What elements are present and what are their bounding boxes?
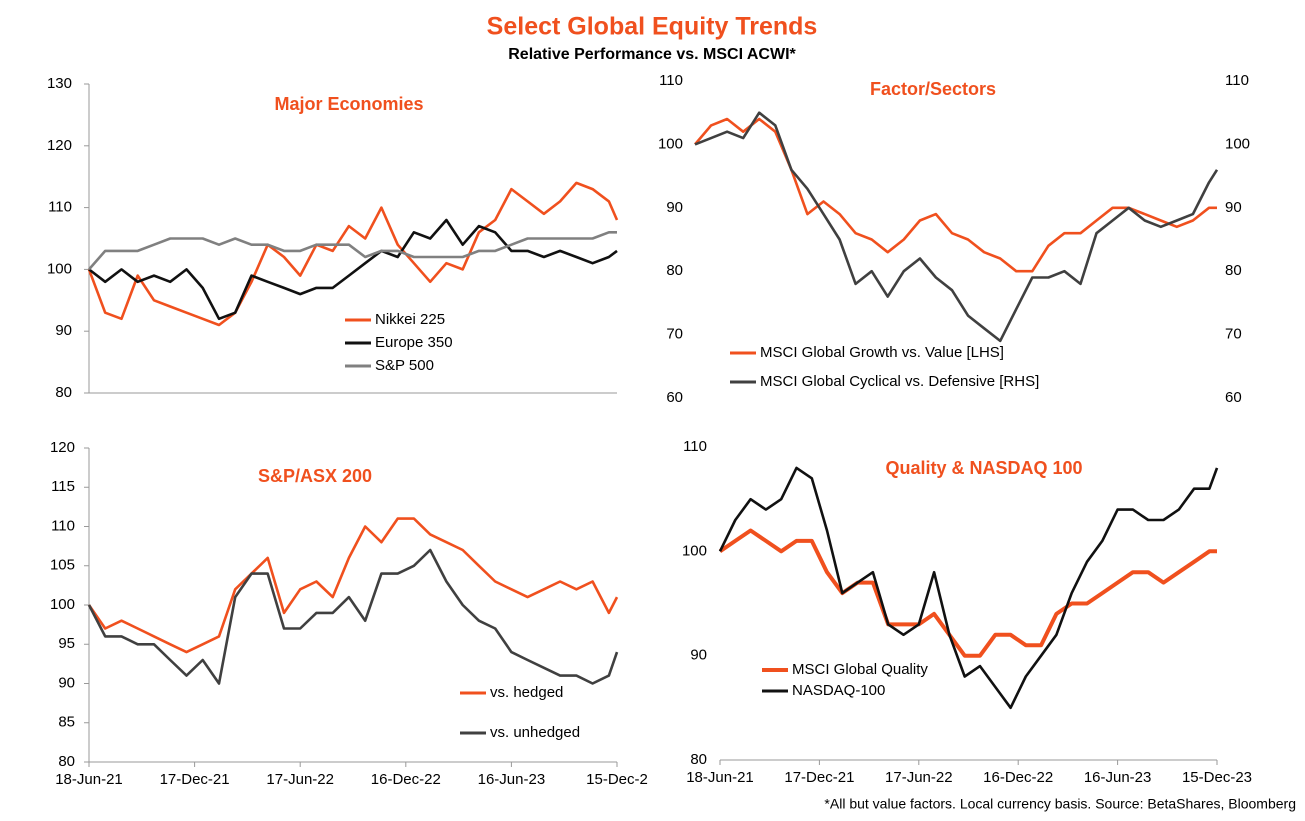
series-line: [88, 231, 617, 271]
y-tick-label: 130: [47, 75, 72, 92]
y-tick-label: 70: [666, 326, 683, 343]
y2-tick-label: 100: [1225, 135, 1250, 152]
legend-label: vs. unhedged: [490, 724, 580, 741]
y-tick-label: 90: [690, 647, 707, 664]
x-tick-label: 17-Jun-22: [885, 769, 953, 786]
legend-label: vs. hedged: [490, 684, 563, 701]
y2-tick-label: 80: [1225, 262, 1242, 279]
y-tick-label: 60: [666, 389, 683, 406]
y-tick-label: 100: [658, 135, 683, 152]
series-line: [718, 466, 1219, 710]
y-tick-label: 100: [47, 260, 72, 277]
series-line: [88, 218, 618, 321]
x-tick-label: 17-Dec-21: [160, 771, 230, 788]
y-tick-label: 110: [659, 72, 683, 89]
x-tick-label: 15-Dec-2: [586, 771, 648, 788]
series-line: [718, 528, 1217, 658]
y-tick-label: 90: [666, 199, 683, 216]
y-tick-label: 110: [51, 517, 75, 534]
y2-tick-label: 60: [1225, 389, 1242, 406]
footnote: *All but value factors. Local currency b…: [824, 796, 1296, 812]
panel-title: S&P/ASX 200: [258, 466, 372, 486]
legend-label: MSCI Global Growth vs. Value [LHS]: [760, 344, 1004, 361]
y-tick-label: 100: [682, 542, 707, 559]
y-tick-label: 90: [55, 322, 72, 339]
y2-tick-label: 110: [1225, 72, 1249, 89]
panel-title: Major Economies: [274, 94, 423, 114]
y-tick-label: 80: [690, 751, 707, 768]
legend-label: NASDAQ-100: [792, 682, 885, 699]
page-title: Select Global Equity Trends: [487, 13, 818, 41]
legend-label: Nikkei 225: [375, 311, 445, 328]
x-tick-label: 16-Dec-22: [983, 769, 1053, 786]
y-tick-label: 110: [683, 438, 707, 455]
y-tick-label: 120: [47, 137, 72, 154]
y-tick-label: 80: [58, 753, 75, 770]
legend-label: S&P 500: [375, 357, 434, 374]
panel-title: Factor/Sectors: [870, 79, 996, 99]
series-line: [87, 548, 619, 685]
y2-tick-label: 70: [1225, 326, 1242, 343]
y-tick-label: 100: [50, 596, 75, 613]
series-line: [87, 517, 619, 654]
x-tick-label: 16-Jun-23: [1084, 769, 1152, 786]
y-tick-label: 105: [50, 557, 75, 574]
series-line: [694, 111, 1219, 343]
x-tick-label: 17-Dec-21: [784, 769, 854, 786]
legend-label: Europe 350: [375, 334, 453, 351]
page-subtitle: Relative Performance vs. MSCI ACWI*: [508, 46, 796, 63]
y-tick-label: 95: [58, 635, 75, 652]
y-tick-label: 110: [48, 199, 72, 216]
x-tick-label: 16-Jun-23: [478, 771, 546, 788]
x-tick-label: 18-Jun-21: [55, 771, 123, 788]
y-tick-label: 80: [55, 384, 72, 401]
legend-label: MSCI Global Quality: [792, 661, 928, 678]
panel-title: Quality & NASDAQ 100: [885, 458, 1082, 478]
y-tick-label: 80: [666, 262, 683, 279]
x-tick-label: 18-Jun-21: [686, 769, 754, 786]
y-tick-label: 120: [50, 439, 75, 456]
legend-label: MSCI Global Cyclical vs. Defensive [RHS]: [760, 373, 1039, 390]
y-tick-label: 115: [51, 478, 75, 495]
series-line: [87, 181, 619, 327]
series-line: [694, 117, 1217, 273]
x-tick-label: 17-Jun-22: [266, 771, 334, 788]
x-tick-label: 15-Dec-23: [1182, 769, 1252, 786]
x-tick-label: 16-Dec-22: [371, 771, 441, 788]
y2-tick-label: 90: [1225, 199, 1242, 216]
y-tick-label: 85: [58, 714, 75, 731]
y-tick-label: 90: [58, 674, 75, 691]
